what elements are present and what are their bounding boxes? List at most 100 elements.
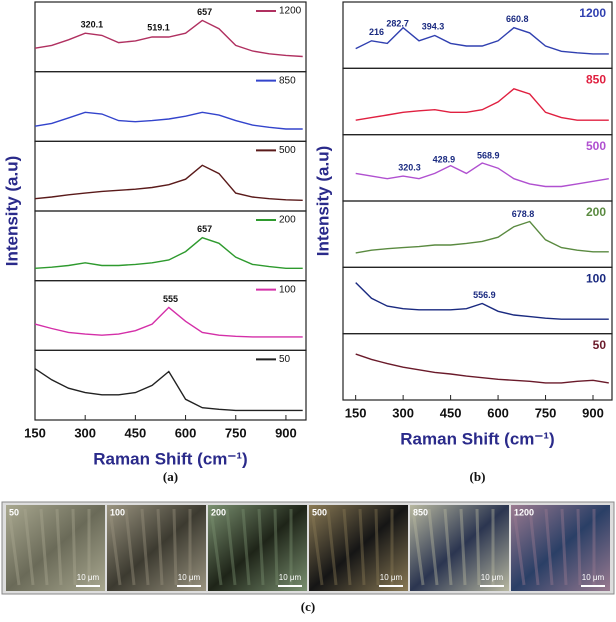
x-tick-label: 750	[225, 425, 247, 440]
micrograph-label: 100	[110, 507, 125, 517]
y-axis-label: Intensity (a.u)	[2, 156, 21, 267]
strip-frame	[342, 333, 613, 401]
x-tick-label: 300	[74, 425, 96, 440]
x-tick-label: 150	[345, 405, 367, 420]
texture	[528, 508, 540, 586]
texture	[443, 508, 453, 586]
texture	[23, 508, 35, 586]
x-axis-label: Raman Shift (cm⁻¹)	[93, 449, 247, 468]
scale-label: 10 μm	[178, 573, 201, 582]
spectrum-line	[355, 353, 609, 384]
spectrum-line	[355, 282, 609, 320]
spectrum-line	[355, 88, 609, 121]
legend-label: 100	[586, 272, 606, 286]
strip-frame	[34, 280, 307, 351]
legend-label: 50	[279, 354, 291, 365]
spectrum-line	[355, 162, 609, 188]
spectrum-line	[355, 26, 609, 55]
micrograph-label: 50	[9, 507, 19, 517]
micrograph	[309, 505, 408, 591]
peak-label: 519.1	[147, 22, 170, 32]
legend-label: 200	[279, 215, 296, 226]
peak-label: 428.9	[433, 154, 456, 164]
legend-label: 200	[586, 205, 606, 219]
peak-label: 657	[197, 224, 212, 234]
spectrum-line	[34, 164, 303, 201]
texture	[342, 508, 352, 586]
peak-label: 556.9	[473, 290, 496, 300]
texture	[475, 508, 481, 586]
peak-label: 568.9	[477, 150, 500, 160]
texture	[257, 508, 265, 586]
scale-label: 10 μm	[582, 573, 605, 582]
texture	[55, 508, 63, 586]
panel-caption: (a)	[163, 469, 178, 484]
x-tick-label: 900	[582, 405, 604, 420]
x-tick-label: 450	[125, 425, 147, 440]
texture	[310, 508, 324, 586]
legend-label: 500	[279, 145, 296, 156]
spectrum-line	[34, 306, 303, 338]
spectrum-line	[34, 19, 303, 58]
strip-frame	[342, 67, 613, 136]
micrograph-label: 200	[211, 507, 226, 517]
peak-label: 320.1	[81, 19, 104, 29]
texture	[427, 508, 439, 586]
x-tick-label: 600	[175, 425, 197, 440]
texture	[358, 508, 366, 586]
panel-caption: (c)	[301, 599, 315, 614]
legend-label: 850	[279, 75, 296, 86]
strip-frame	[342, 134, 613, 202]
micrograph	[511, 505, 610, 591]
spectrum-line	[355, 220, 609, 254]
x-axis-label: Raman Shift (cm⁻¹)	[400, 429, 554, 448]
texture	[124, 508, 136, 586]
x-tick-label: 150	[24, 425, 46, 440]
texture	[411, 508, 425, 586]
peak-label: 282.7	[386, 19, 409, 29]
texture	[7, 508, 21, 586]
x-tick-label: 900	[275, 425, 297, 440]
micrograph-label: 850	[413, 507, 428, 517]
texture	[156, 508, 164, 586]
texture	[241, 508, 251, 586]
micrograph	[410, 505, 509, 591]
texture	[512, 508, 526, 586]
strip-frame	[34, 71, 307, 142]
peak-label: 678.8	[512, 209, 535, 219]
strip-frame	[34, 349, 307, 421]
micrograph	[6, 505, 105, 591]
peak-label: 394.3	[422, 22, 445, 32]
texture	[39, 508, 49, 586]
x-tick-label: 300	[392, 405, 414, 420]
texture	[374, 508, 380, 586]
scale-label: 10 μm	[77, 573, 100, 582]
micrograph-label: 500	[312, 507, 327, 517]
texture	[560, 508, 568, 586]
legend-label: 500	[586, 139, 606, 153]
micrograph	[208, 505, 307, 591]
strip-frame	[342, 266, 613, 335]
legend-label: 50	[593, 338, 607, 352]
panel-caption: (b)	[470, 469, 486, 484]
x-tick-label: 600	[487, 405, 509, 420]
texture	[326, 508, 338, 586]
texture	[108, 508, 122, 586]
texture	[140, 508, 150, 586]
x-tick-label: 450	[440, 405, 462, 420]
strip-frame	[342, 200, 613, 268]
x-tick-label: 750	[535, 405, 557, 420]
spectrum-line	[34, 111, 303, 130]
scale-label: 10 μm	[380, 573, 403, 582]
legend-label: 1200	[279, 6, 302, 17]
legend-label: 1200	[579, 6, 606, 20]
micrograph-label: 1200	[514, 507, 534, 517]
texture	[71, 508, 77, 586]
texture	[225, 508, 237, 586]
legend-label: 850	[586, 73, 606, 87]
strip-frame	[34, 140, 307, 212]
texture	[576, 508, 582, 586]
peak-label: 216	[369, 27, 384, 37]
